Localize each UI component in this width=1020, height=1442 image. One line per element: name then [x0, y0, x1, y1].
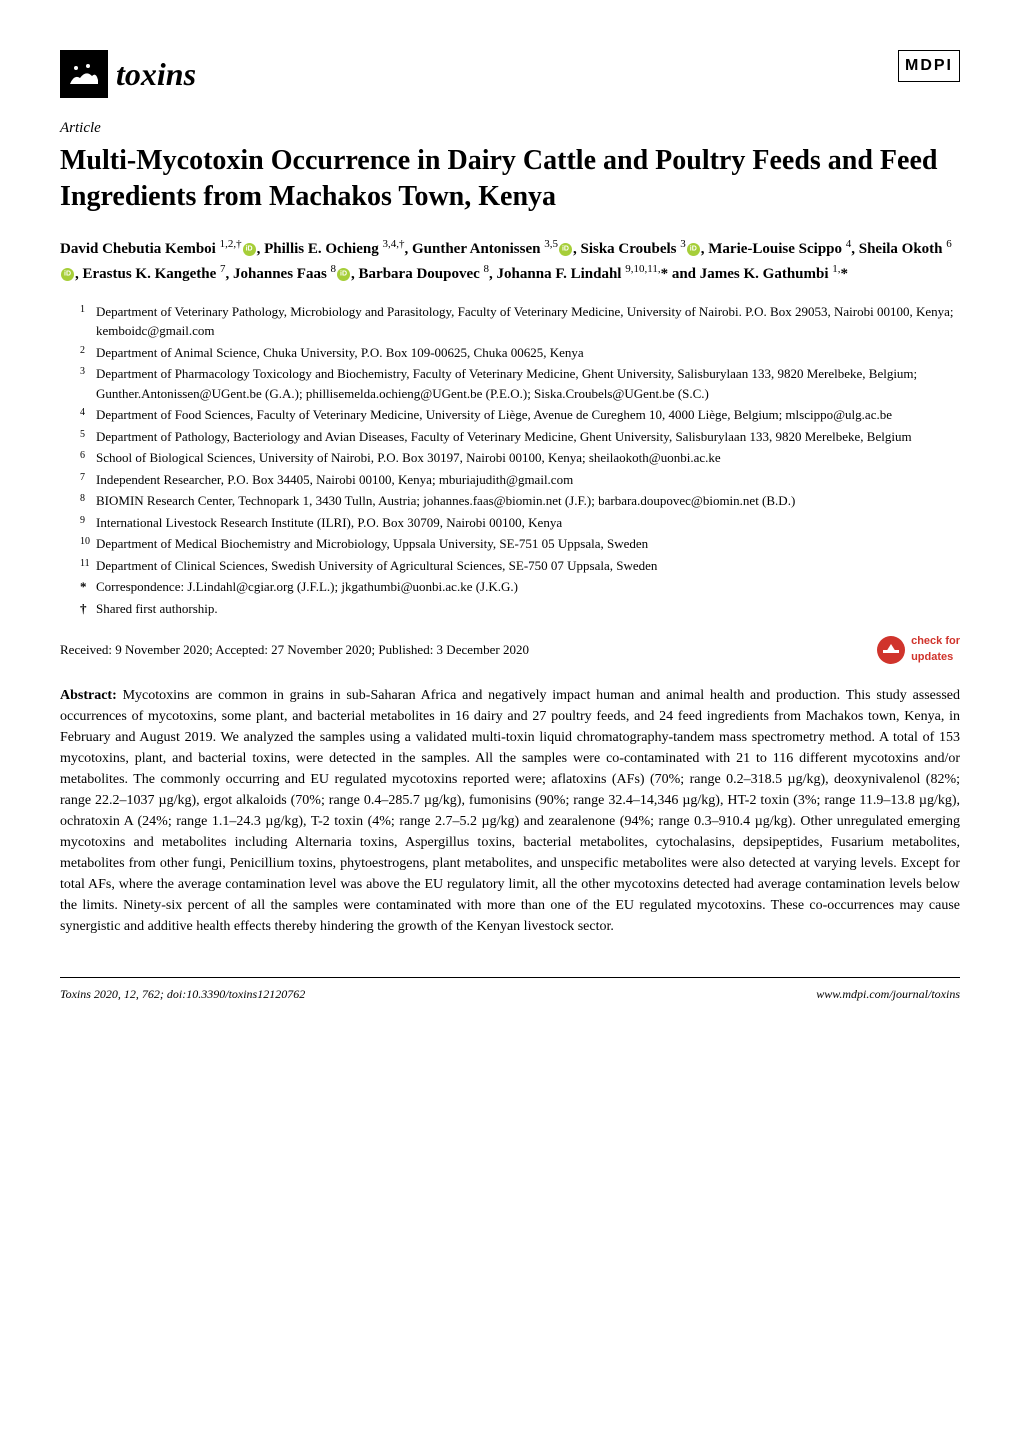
affiliation-text: Department of Pathology, Bacteriology an…: [96, 427, 960, 447]
abstract-section: Abstract: Mycotoxins are common in grain…: [60, 685, 960, 937]
footer-citation: Toxins 2020, 12, 762; doi:10.3390/toxins…: [60, 986, 305, 1003]
affiliation-number: 8: [80, 491, 96, 511]
affiliation-number: 1: [80, 302, 96, 341]
affiliation-text: Independent Researcher, P.O. Box 34405, …: [96, 470, 960, 490]
check-updates-icon: [877, 636, 905, 664]
affiliations-list: 1Department of Veterinary Pathology, Mic…: [60, 302, 960, 619]
affiliation-number: 10: [80, 534, 96, 554]
affiliation-number: 9: [80, 513, 96, 533]
abstract-text: Mycotoxins are common in grains in sub-S…: [60, 688, 960, 934]
affiliation-item: 2Department of Animal Science, Chuka Uni…: [80, 343, 960, 363]
affiliation-text: Department of Clinical Sciences, Swedish…: [96, 556, 960, 576]
affiliation-item: 3Department of Pharmacology Toxicology a…: [80, 364, 960, 403]
affiliation-number: 7: [80, 470, 96, 490]
journal-logo-icon: [60, 50, 108, 98]
affiliation-text: Department of Animal Science, Chuka Univ…: [96, 343, 960, 363]
affiliation-item: 5Department of Pathology, Bacteriology a…: [80, 427, 960, 447]
check-updates-label: check for updates: [911, 634, 960, 665]
affiliation-number: 2: [80, 343, 96, 363]
affiliation-text: Department of Medical Biochemistry and M…: [96, 534, 960, 554]
journal-name: toxins: [116, 52, 196, 97]
check-updates-badge[interactable]: check for updates: [877, 634, 960, 665]
affiliation-item: 6School of Biological Sciences, Universi…: [80, 448, 960, 468]
affiliation-text: BIOMIN Research Center, Technopark 1, 34…: [96, 491, 960, 511]
affiliation-item: 8BIOMIN Research Center, Technopark 1, 3…: [80, 491, 960, 511]
affiliation-text: International Livestock Research Institu…: [96, 513, 960, 533]
affiliation-item: 11Department of Clinical Sciences, Swedi…: [80, 556, 960, 576]
affiliation-text: Department of Food Sciences, Faculty of …: [96, 405, 960, 425]
dates-row: Received: 9 November 2020; Accepted: 27 …: [60, 634, 960, 665]
publisher-logo: MDPI: [898, 50, 960, 82]
affiliation-number: 11: [80, 556, 96, 576]
affiliation-number: 5: [80, 427, 96, 447]
article-title: Multi-Mycotoxin Occurrence in Dairy Catt…: [60, 143, 960, 216]
affiliation-text: Department of Veterinary Pathology, Micr…: [96, 302, 960, 341]
page-footer: Toxins 2020, 12, 762; doi:10.3390/toxins…: [60, 977, 960, 1003]
footer-url: www.mdpi.com/journal/toxins: [816, 986, 960, 1003]
affiliation-item: 7Independent Researcher, P.O. Box 34405,…: [80, 470, 960, 490]
affiliation-item: 4Department of Food Sciences, Faculty of…: [80, 405, 960, 425]
affiliation-item: 1Department of Veterinary Pathology, Mic…: [80, 302, 960, 341]
affiliation-number: 6: [80, 448, 96, 468]
affiliation-text: Department of Pharmacology Toxicology an…: [96, 364, 960, 403]
affiliation-number: 3: [80, 364, 96, 403]
affiliation-note: *Correspondence: J.Lindahl@cgiar.org (J.…: [80, 577, 960, 597]
affiliation-note: †Shared first authorship.: [80, 599, 960, 619]
received-text: Received: 9 November 2020; Accepted: 27 …: [60, 641, 529, 659]
affiliation-item: 9International Livestock Research Instit…: [80, 513, 960, 533]
journal-logo: toxins: [60, 50, 196, 98]
abstract-label: Abstract:: [60, 688, 117, 703]
article-type: Article: [60, 118, 960, 139]
affiliation-text: School of Biological Sciences, Universit…: [96, 448, 960, 468]
affiliation-number: 4: [80, 405, 96, 425]
affiliation-item: 10Department of Medical Biochemistry and…: [80, 534, 960, 554]
authors-list: David Chebutia Kemboi 1,2,†, Phillis E. …: [60, 236, 960, 286]
header-row: toxins MDPI: [60, 50, 960, 98]
